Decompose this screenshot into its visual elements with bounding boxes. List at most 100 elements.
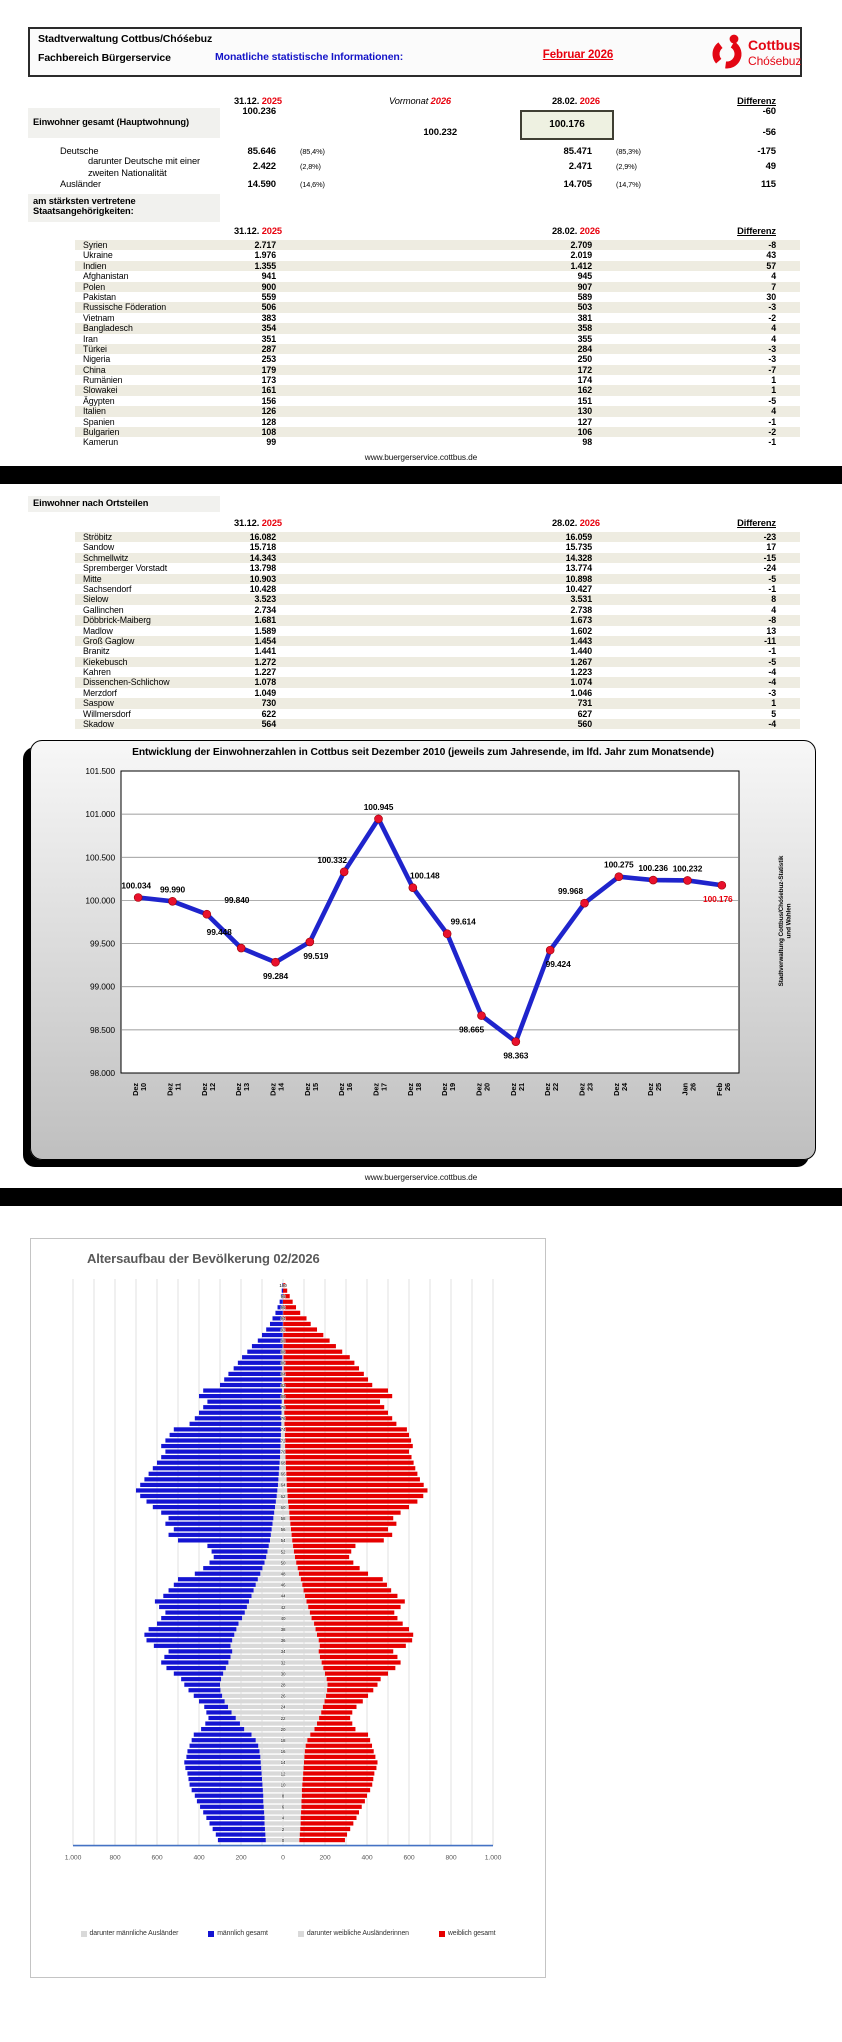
female-total-bar [305, 1743, 373, 1748]
data-marker [271, 957, 280, 967]
age-label: 92 [281, 1327, 286, 1332]
male-total-bar [194, 1793, 264, 1798]
male-total-bar [201, 1727, 245, 1732]
data-label: 100.332 [317, 855, 347, 865]
value-2026: 1.673 [570, 615, 592, 626]
value-2026: 14.328 [565, 552, 592, 563]
male-foreign-bar [220, 1682, 283, 1687]
age-label: 32 [281, 1660, 286, 1665]
female-total-bar [300, 1826, 351, 1832]
value-2025: 730 [261, 698, 276, 709]
x-tick-label: Dez20 [475, 1083, 492, 1096]
x-tick-label: Dez22 [543, 1083, 560, 1096]
female-total-bar [283, 1299, 293, 1304]
value-2025: 126 [261, 406, 276, 417]
value-diff: -5 [768, 573, 776, 584]
female-foreign-bar [283, 1710, 322, 1715]
age-label: 38 [281, 1627, 286, 1632]
male-total-bar [178, 1577, 258, 1582]
female-total-bar [284, 1438, 412, 1443]
male-total-bar [206, 1815, 265, 1820]
male-total-bar [165, 1438, 281, 1443]
value-2026: 355 [577, 333, 592, 344]
male-foreign-bar [260, 1754, 283, 1759]
nationalities-label-1: am stärksten vertretene [33, 196, 136, 206]
zweite-v1: 2.422 [252, 161, 276, 172]
female-total-bar [305, 1593, 398, 1598]
male-foreign-bar [244, 1610, 283, 1615]
female-foreign-bar [283, 1776, 303, 1782]
male-foreign-bar [236, 1627, 283, 1632]
female-foreign-bar [283, 1388, 284, 1393]
table-row: Sielow 3.523 3.531 8 [75, 594, 800, 605]
female-total-bar [303, 1765, 377, 1771]
male-total-bar [199, 1410, 282, 1415]
x-tick-label: Dez21 [509, 1083, 526, 1096]
female-foreign-bar [283, 1482, 287, 1487]
value-diff: 17 [766, 542, 776, 553]
female-total-bar [284, 1432, 409, 1438]
value-2025: 287 [261, 343, 276, 354]
male-foreign-bar [276, 1493, 283, 1499]
male-foreign-bar [264, 1810, 283, 1815]
age-label: 98 [281, 1294, 286, 1299]
female-foreign-bar [283, 1477, 287, 1482]
female-total-bar [283, 1360, 355, 1365]
female-total-bar [285, 1455, 412, 1460]
total-vormonat: 100.232 [423, 127, 457, 138]
male-foreign-bar [263, 1793, 283, 1798]
male-total-bar [204, 1704, 228, 1709]
female-foreign-bar [283, 1371, 284, 1376]
pyramid-legend: darunter männliche Ausländer männlich ges… [31, 1930, 545, 1937]
table-row: Syrien 2.717 2.709 -8 [75, 240, 800, 251]
y-tick-label: 99.000 [90, 982, 115, 992]
female-foreign-bar [283, 1554, 295, 1560]
data-label: 99.284 [263, 971, 288, 981]
male-foreign-bar [222, 1693, 283, 1698]
district-name: Döbbrick-Maiberg [83, 615, 151, 626]
data-marker [202, 909, 212, 919]
country-name: Slowakei [83, 385, 118, 396]
male-foreign-bar [255, 1738, 283, 1743]
deutsche-v2: 85.471 [563, 146, 593, 157]
age-label: 44 [281, 1594, 286, 1599]
x-tick-label: Dez25 [646, 1083, 663, 1096]
male-foreign-bar [264, 1815, 283, 1820]
female-total-bar [301, 1804, 362, 1809]
male-total-bar [148, 1471, 279, 1476]
country-name: Iran [83, 333, 98, 344]
data-marker [511, 1037, 521, 1046]
male-foreign-bar [262, 1566, 283, 1571]
male-total-bar [187, 1771, 262, 1776]
female-total-bar [286, 1477, 420, 1482]
col-header-date2: 28.02. 2026 [551, 96, 600, 106]
male-foreign-bar [264, 1560, 283, 1565]
total-v2025: 100.236 [242, 106, 276, 117]
male-total-bar [154, 1599, 249, 1604]
male-foreign-bar [282, 1360, 283, 1365]
male-foreign-bar [275, 1505, 283, 1510]
value-2026: 1.046 [570, 687, 592, 698]
male-total-bar [242, 1355, 283, 1360]
value-2026: 106 [577, 427, 592, 438]
female-foreign-bar [283, 1665, 324, 1671]
male-foreign-bar [280, 1443, 283, 1449]
female-foreign-bar [283, 1382, 284, 1388]
female-foreign-bar [283, 1366, 284, 1371]
female-total-bar [327, 1682, 378, 1687]
value-2026: 162 [577, 385, 592, 396]
male-total-bar [279, 1299, 283, 1304]
male-total-bar [144, 1632, 235, 1637]
value-diff: -8 [768, 240, 776, 250]
female-total-bar [303, 1588, 392, 1593]
table-row: Schmellwitz 14.343 14.328 -15 [75, 552, 800, 564]
age-label: 86 [281, 1361, 286, 1366]
female-total-bar [300, 1821, 354, 1826]
female-foreign-bar [283, 1421, 285, 1426]
female-foreign-bar [283, 1616, 312, 1621]
male-foreign-bar [261, 1765, 283, 1771]
plot-area [120, 770, 740, 1074]
value-diff: -11 [764, 635, 776, 646]
male-foreign-bar [270, 1532, 283, 1537]
country-name: Kamerun [83, 437, 118, 448]
